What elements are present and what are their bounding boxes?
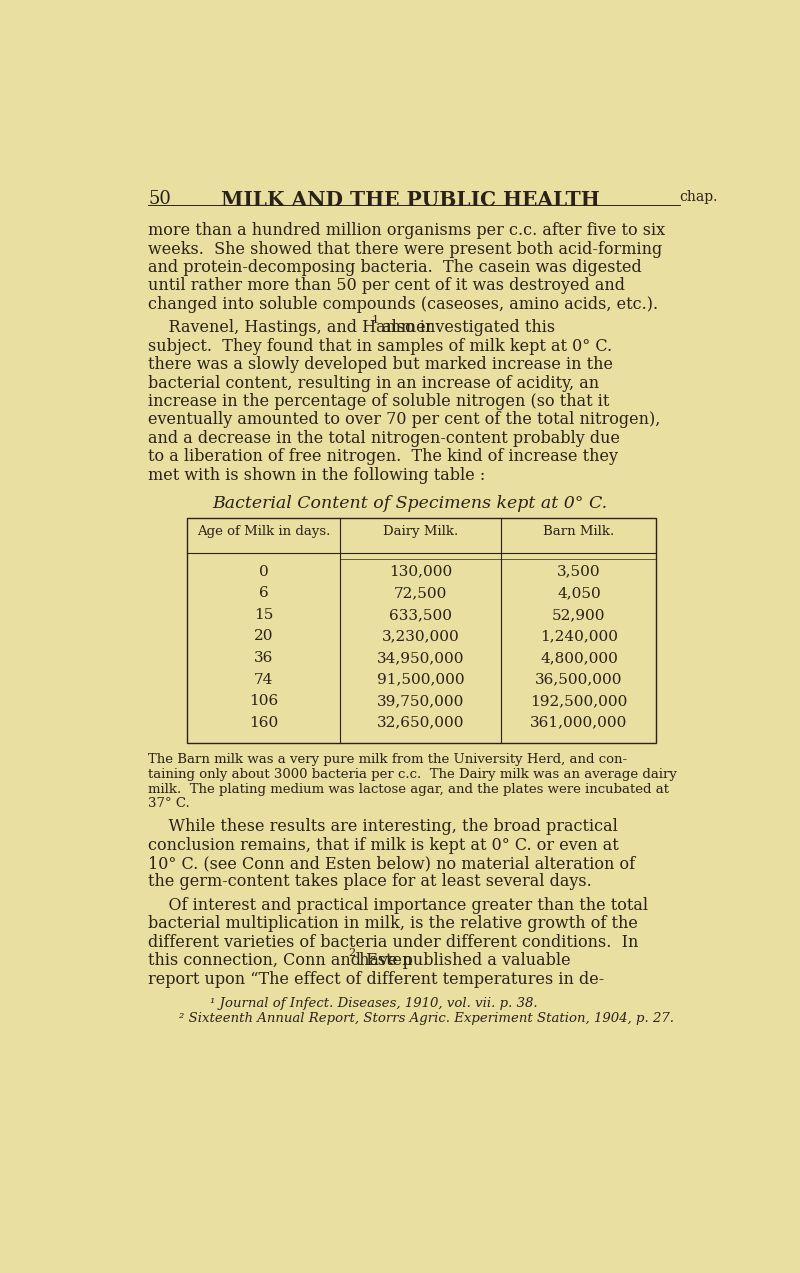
Text: 32,650,000: 32,650,000: [377, 715, 465, 729]
Text: Dairy Milk.: Dairy Milk.: [383, 526, 458, 538]
Text: 0: 0: [258, 565, 268, 579]
Text: ² Sixteenth Annual Report, Storrs Agric. Experiment Station, 1904, p. 27.: ² Sixteenth Annual Report, Storrs Agric.…: [179, 1012, 674, 1025]
Text: have published a valuable: have published a valuable: [354, 952, 571, 969]
Text: Barn Milk.: Barn Milk.: [543, 526, 614, 538]
Text: Of interest and practical importance greater than the total: Of interest and practical importance gre…: [148, 896, 648, 914]
Text: 37° C.: 37° C.: [148, 797, 190, 810]
Text: Ravenel, Hastings, and Hammer: Ravenel, Hastings, and Hammer: [148, 320, 434, 336]
Text: 1,240,000: 1,240,000: [540, 629, 618, 643]
Text: the germ-content takes place for at least several days.: the germ-content takes place for at leas…: [148, 873, 592, 891]
Text: Age of Milk in days.: Age of Milk in days.: [197, 526, 330, 538]
Text: 4,800,000: 4,800,000: [540, 651, 618, 665]
Text: there was a slowly developed but marked increase in the: there was a slowly developed but marked …: [148, 356, 613, 373]
Text: ¹ Journal of Infect. Diseases, 1910, vol. vii. p. 38.: ¹ Journal of Infect. Diseases, 1910, vol…: [210, 997, 538, 1009]
Text: 52,900: 52,900: [552, 607, 606, 621]
Text: 3,230,000: 3,230,000: [382, 629, 460, 643]
Text: and a decrease in the total nitrogen-content probably due: and a decrease in the total nitrogen-con…: [148, 430, 620, 447]
Text: 6: 6: [258, 587, 268, 601]
Text: 15: 15: [254, 607, 274, 621]
Text: changed into soluble compounds (caseoses, amino acids, etc.).: changed into soluble compounds (caseoses…: [148, 297, 658, 313]
Text: 10° C. (see Conn and Esten below) no material alteration of: 10° C. (see Conn and Esten below) no mat…: [148, 855, 635, 872]
Text: report upon “The effect of different temperatures in de-: report upon “The effect of different tem…: [148, 970, 604, 988]
Text: 91,500,000: 91,500,000: [377, 672, 465, 686]
Text: taining only about 3000 bacteria per c.c.  The Dairy milk was an average dairy: taining only about 3000 bacteria per c.c…: [148, 768, 677, 782]
Text: this connection, Conn and Esten: this connection, Conn and Esten: [148, 952, 413, 969]
Text: 50: 50: [148, 190, 171, 207]
Text: 633,500: 633,500: [390, 607, 452, 621]
Text: 1: 1: [371, 316, 378, 325]
Text: bacterial multiplication in milk, is the relative growth of the: bacterial multiplication in milk, is the…: [148, 915, 638, 932]
Text: subject.  They found that in samples of milk kept at 0° C.: subject. They found that in samples of m…: [148, 337, 612, 355]
Text: and protein-decomposing bacteria.  The casein was digested: and protein-decomposing bacteria. The ca…: [148, 258, 642, 276]
Text: The Barn milk was a very pure milk from the University Herd, and con-: The Barn milk was a very pure milk from …: [148, 754, 627, 766]
Text: 3,500: 3,500: [557, 565, 601, 579]
Text: Bacterial Content of Specimens kept at 0° C.: Bacterial Content of Specimens kept at 0…: [213, 495, 607, 512]
Text: conclusion remains, that if milk is kept at 0° C. or even at: conclusion remains, that if milk is kept…: [148, 836, 619, 853]
Text: MILK AND THE PUBLIC HEALTH: MILK AND THE PUBLIC HEALTH: [221, 190, 599, 210]
Text: weeks.  She showed that there were present both acid-forming: weeks. She showed that there were presen…: [148, 241, 662, 257]
Text: 34,950,000: 34,950,000: [377, 651, 465, 665]
Text: met with is shown in the following table :: met with is shown in the following table…: [148, 467, 486, 484]
Text: to a liberation of free nitrogen.  The kind of increase they: to a liberation of free nitrogen. The ki…: [148, 448, 618, 466]
Text: 20: 20: [254, 629, 274, 643]
Text: 74: 74: [254, 672, 274, 686]
Text: more than a hundred million organisms per c.c. after five to six: more than a hundred million organisms pe…: [148, 222, 665, 239]
Text: 106: 106: [249, 694, 278, 708]
Text: 130,000: 130,000: [390, 565, 453, 579]
Text: also investigated this: also investigated this: [378, 320, 555, 336]
Text: increase in the percentage of soluble nitrogen (so that it: increase in the percentage of soluble ni…: [148, 393, 610, 410]
Text: milk.  The plating medium was lactose agar, and the plates were incubated at: milk. The plating medium was lactose aga…: [148, 783, 669, 796]
Text: 36,500,000: 36,500,000: [535, 672, 622, 686]
Text: 361,000,000: 361,000,000: [530, 715, 628, 729]
Text: until rather more than 50 per cent of it was destroyed and: until rather more than 50 per cent of it…: [148, 278, 625, 294]
Bar: [187, 518, 657, 742]
Text: 4,050: 4,050: [557, 587, 601, 601]
Text: 2: 2: [348, 948, 355, 959]
Text: different varieties of bacteria under different conditions.  In: different varieties of bacteria under di…: [148, 933, 638, 951]
Text: bacterial content, resulting in an increase of acidity, an: bacterial content, resulting in an incre…: [148, 374, 599, 392]
Text: 39,750,000: 39,750,000: [377, 694, 465, 708]
Text: chap.: chap.: [680, 190, 718, 204]
Text: eventually amounted to over 70 per cent of the total nitrogen),: eventually amounted to over 70 per cent …: [148, 411, 661, 429]
Text: 72,500: 72,500: [394, 587, 447, 601]
Text: 192,500,000: 192,500,000: [530, 694, 628, 708]
Text: While these results are interesting, the broad practical: While these results are interesting, the…: [148, 819, 618, 835]
Text: 36: 36: [254, 651, 274, 665]
Text: 160: 160: [249, 715, 278, 729]
